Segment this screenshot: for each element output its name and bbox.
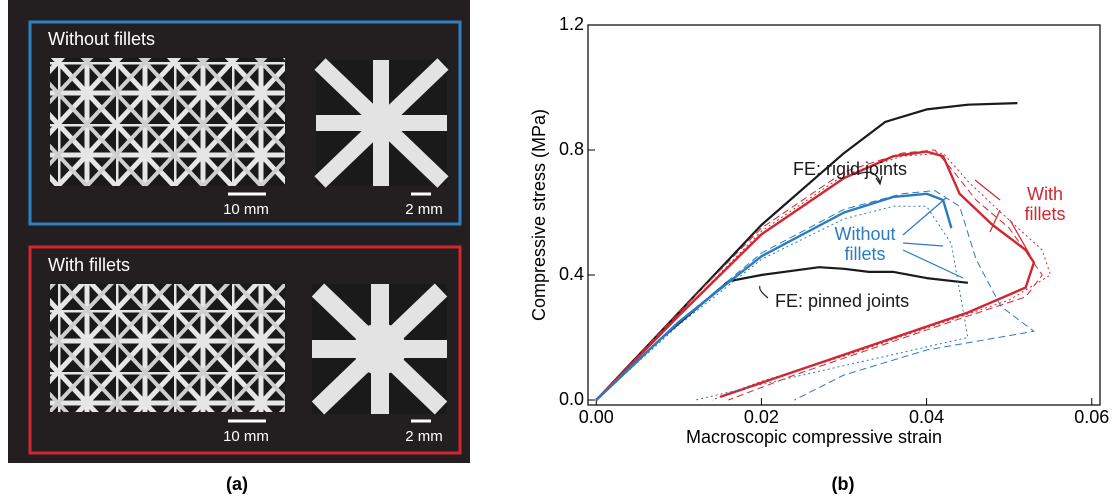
plot-frame <box>588 25 1100 405</box>
scale-label: 2 mm <box>405 201 443 218</box>
scale-label: 10 mm <box>223 201 269 218</box>
lattice-photo <box>50 284 285 412</box>
series-line <box>596 152 1034 400</box>
annotation: FE: rigid joints <box>793 159 907 179</box>
box-title: With fillets <box>48 255 130 275</box>
joint-drawing <box>316 60 447 186</box>
y-tick-label: 0.0 <box>559 389 584 409</box>
annotation: FE: pinned joints <box>775 291 909 311</box>
y-axis-label: Compressive stress (MPa) <box>529 109 549 321</box>
lattice-photo <box>50 58 285 186</box>
scale-label: 10 mm <box>223 428 269 445</box>
figure: Without fillets With fillets 10 mm 2 mm … <box>0 0 1114 499</box>
series-line <box>596 103 1017 400</box>
box-title: Without fillets <box>48 29 155 49</box>
fillet <box>354 323 406 375</box>
x-tick-label: 0.02 <box>744 407 779 427</box>
x-tick-label: 0.06 <box>1074 407 1109 427</box>
y-tick-label: 1.2 <box>559 14 584 34</box>
caption: (a) <box>226 474 248 494</box>
x-axis-label: Macroscopic compressive strain <box>686 427 942 447</box>
x-tick-label: 0.00 <box>579 407 614 427</box>
y-tick-label: 0.4 <box>559 264 584 284</box>
y-tick-label: 0.8 <box>559 139 584 159</box>
x-tick-label: 0.04 <box>909 407 944 427</box>
caption: (b) <box>832 474 855 494</box>
scale-label: 2 mm <box>405 428 443 445</box>
